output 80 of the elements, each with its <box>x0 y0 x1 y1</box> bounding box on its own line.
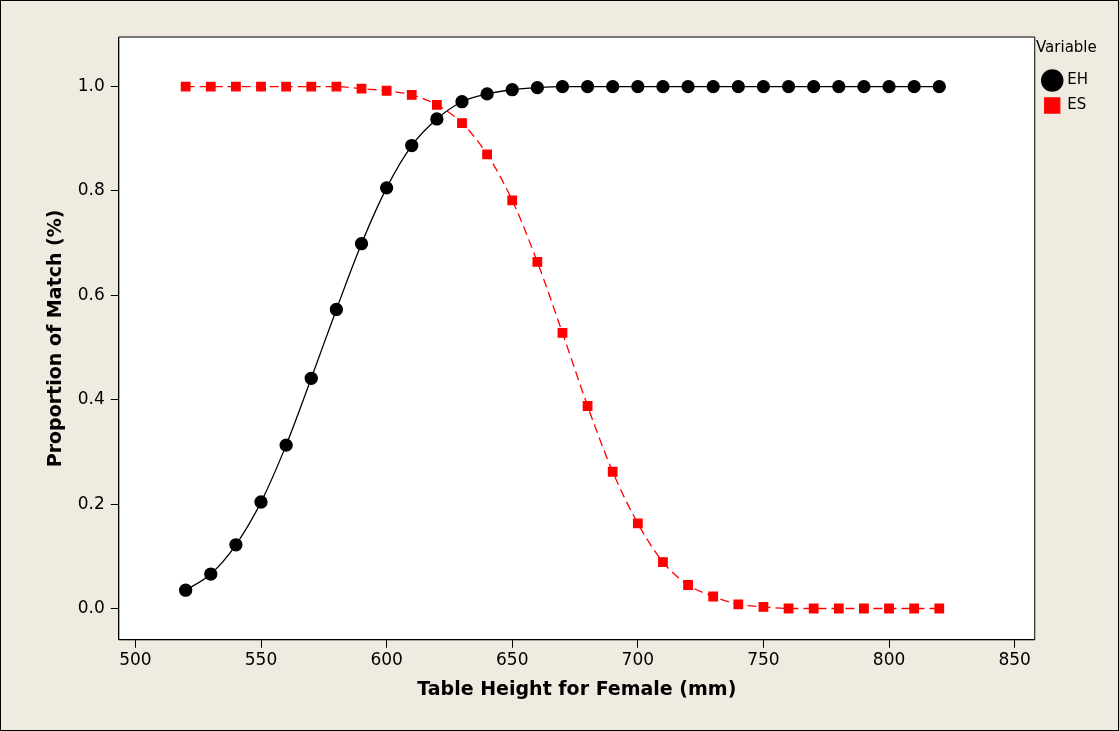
point <box>555 79 570 94</box>
point <box>381 85 392 96</box>
point <box>379 181 394 195</box>
legend-title: Variable <box>1036 38 1097 57</box>
point <box>909 603 920 614</box>
point <box>229 538 243 552</box>
y-tick-label: 0.4 <box>77 388 105 409</box>
point <box>254 495 268 509</box>
point <box>557 328 568 338</box>
point <box>807 79 821 94</box>
point <box>656 79 670 94</box>
point <box>781 79 796 94</box>
point <box>505 83 519 97</box>
point <box>808 603 819 614</box>
y-tick-label: 0.2 <box>77 492 105 513</box>
point <box>907 79 921 94</box>
point <box>306 81 317 92</box>
point <box>204 567 218 581</box>
legend-label: ES <box>1067 95 1087 114</box>
point <box>631 79 645 94</box>
point <box>582 401 593 411</box>
point <box>406 90 417 100</box>
y-tick-label: 0.0 <box>77 596 105 617</box>
point <box>405 138 419 153</box>
y-tick-label: 1.0 <box>77 75 105 95</box>
y-axis-title: Proportion of Match (%) <box>43 209 66 468</box>
point <box>430 112 444 126</box>
point <box>882 79 896 94</box>
point <box>756 79 771 94</box>
x-tick-label: 800 <box>872 649 906 670</box>
point <box>532 257 543 267</box>
point <box>431 99 442 110</box>
point <box>507 195 518 206</box>
point <box>256 81 266 92</box>
x-tick-label: 550 <box>244 649 278 670</box>
point <box>180 81 191 92</box>
legend-label: EH <box>1067 70 1089 89</box>
point <box>480 87 494 101</box>
x-tick-label: 600 <box>370 649 403 670</box>
point <box>683 580 693 590</box>
point <box>329 302 344 317</box>
point <box>331 81 342 92</box>
point <box>857 79 871 94</box>
point <box>281 81 292 92</box>
x-tick-label: 650 <box>496 649 529 670</box>
point <box>833 603 844 614</box>
point <box>530 80 544 95</box>
point <box>708 591 719 602</box>
point <box>934 603 945 614</box>
point <box>607 466 618 477</box>
y-tick-label: 0.6 <box>77 283 105 304</box>
point <box>205 81 216 92</box>
point <box>731 79 745 94</box>
point <box>733 599 744 610</box>
point <box>758 602 769 612</box>
point <box>482 149 492 160</box>
point <box>580 79 595 94</box>
point <box>304 371 318 385</box>
x-tick-label: 850 <box>998 649 1031 670</box>
x-tick-label: 700 <box>621 649 655 670</box>
point <box>354 237 369 251</box>
point <box>832 79 846 94</box>
point <box>356 83 367 94</box>
point <box>859 603 869 614</box>
x-axis-title: Table Height for Female (mm) <box>417 676 737 699</box>
point <box>606 79 620 94</box>
point <box>279 438 293 452</box>
y-tick-label: 0.8 <box>77 179 105 200</box>
point <box>706 79 720 94</box>
point <box>231 81 241 92</box>
point <box>457 118 467 129</box>
point <box>455 95 469 109</box>
point <box>632 518 643 529</box>
point <box>932 79 946 94</box>
x-tick-label: 500 <box>119 649 152 670</box>
point <box>884 603 894 614</box>
point <box>179 583 193 597</box>
point <box>658 557 668 567</box>
x-tick-label: 750 <box>747 649 780 670</box>
point <box>681 79 695 94</box>
